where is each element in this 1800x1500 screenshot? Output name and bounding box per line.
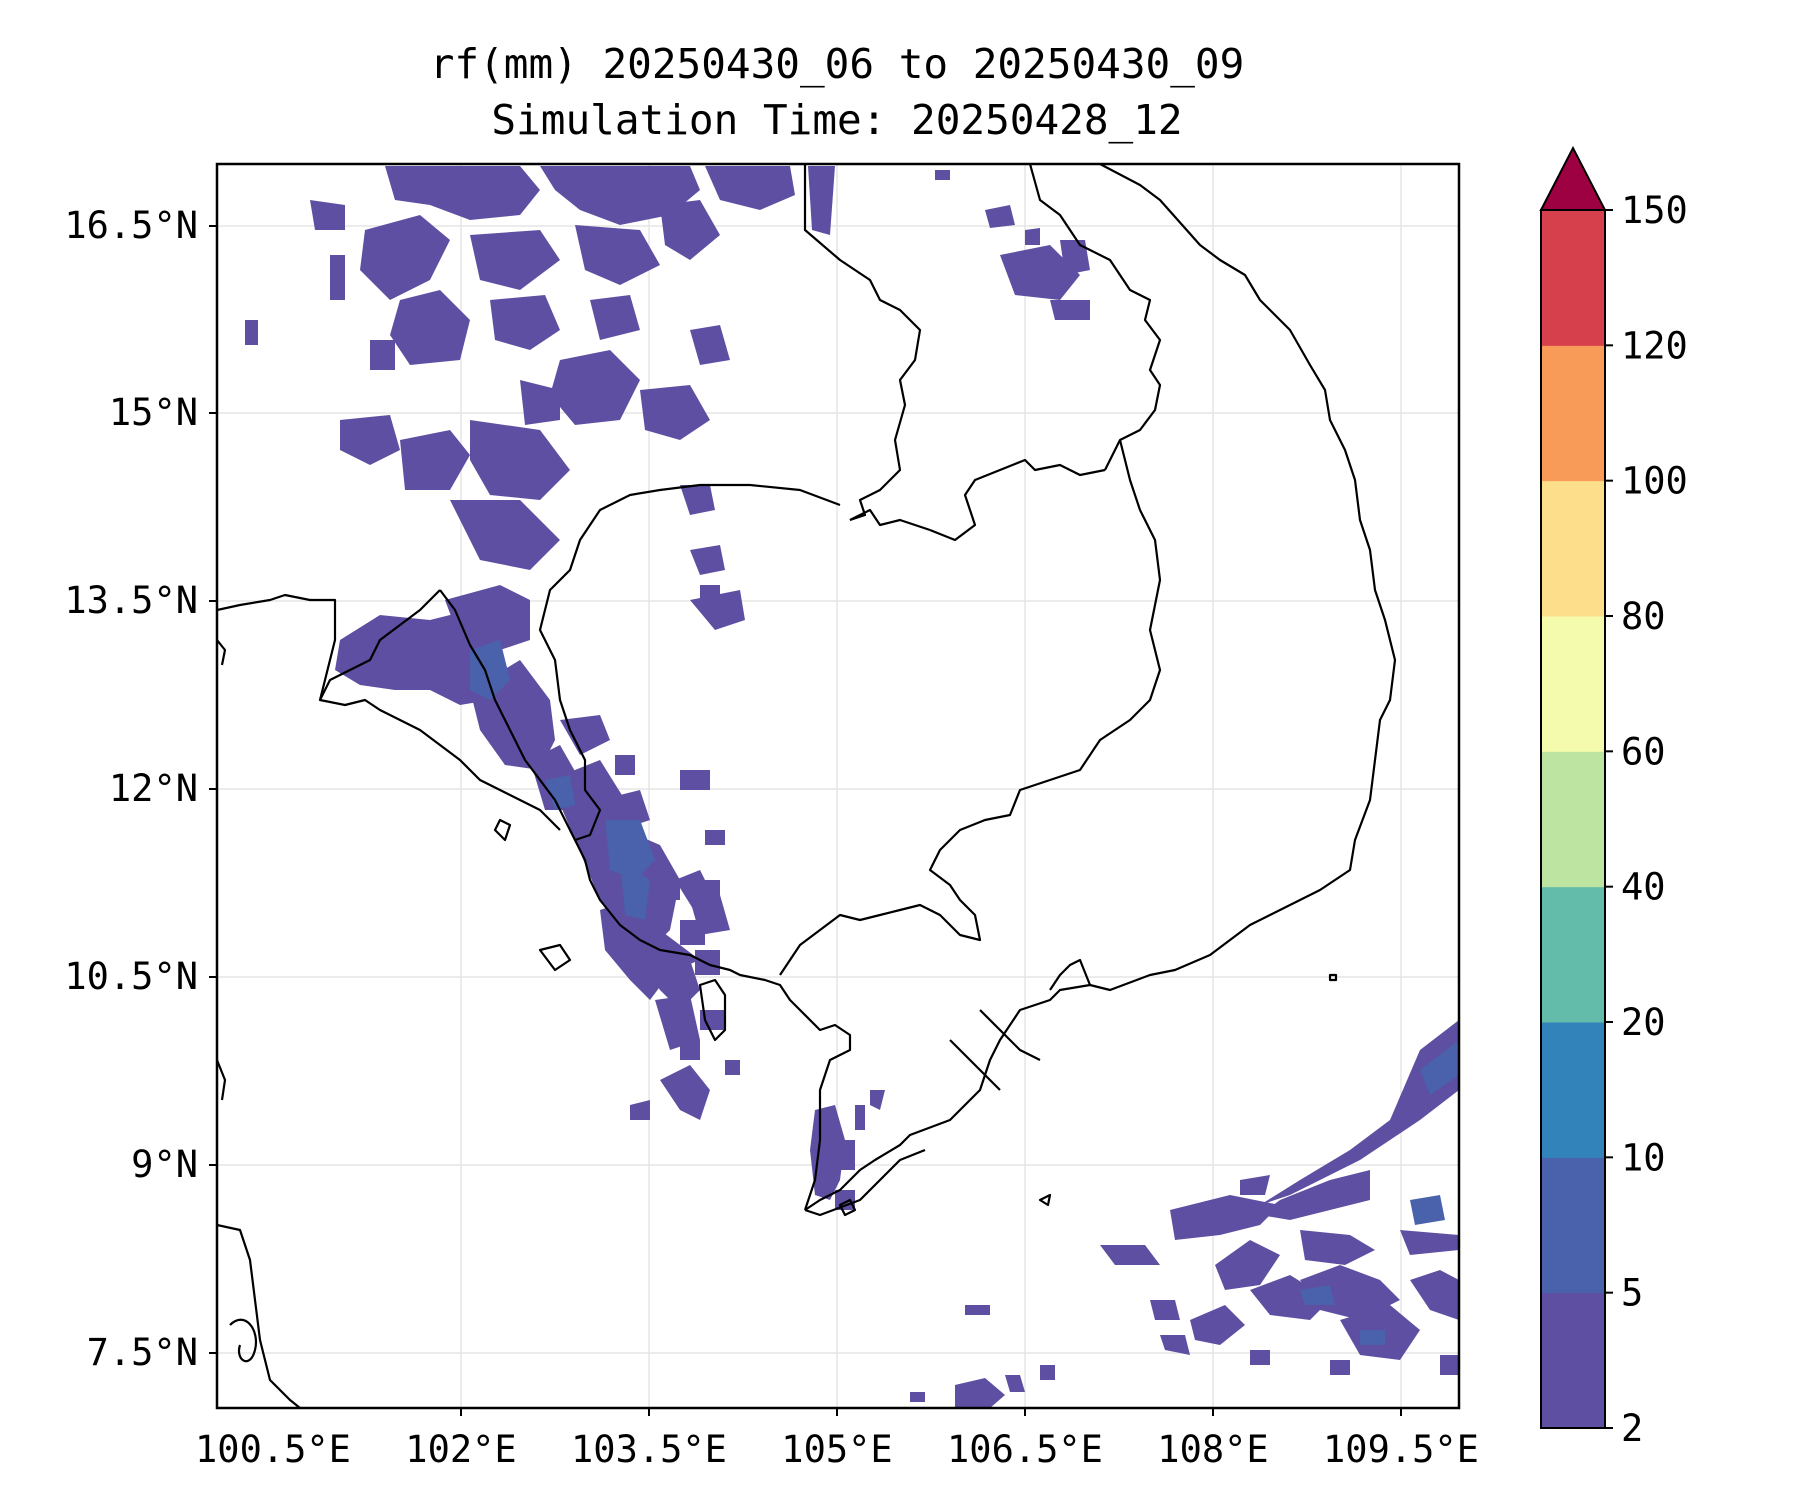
colorbar-tick-label: 120 [1621, 324, 1688, 367]
y-tick-label: 7.5°N [87, 1331, 198, 1374]
colorbar-extend-triangle [1539, 145, 1607, 211]
colorbar-segment [1541, 751, 1605, 888]
rain-region-southeast-heavier [1300, 1040, 1459, 1345]
colorbar: 2 5 10 20 40 60 80 100 120 150 [1539, 145, 1688, 1450]
rainfall-field [245, 166, 1459, 1408]
x-tick-label: 109.5°E [1323, 1428, 1479, 1471]
x-tick-label: 103.5°E [571, 1428, 727, 1471]
x-tick-label: 102°E [405, 1428, 516, 1471]
x-tick-label: 105°E [781, 1428, 892, 1471]
x-tick-label: 108°E [1157, 1428, 1268, 1471]
colorbar-segment [1541, 1157, 1605, 1294]
y-tick-label: 15°N [109, 391, 198, 434]
colorbar-segment [1541, 1292, 1605, 1429]
colorbar-tick-label: 5 [1621, 1272, 1643, 1315]
y-tick-label: 9°N [131, 1143, 198, 1186]
colorbar-segment [1541, 480, 1605, 617]
colorbar-tick-label: 60 [1621, 730, 1666, 773]
gridlines [217, 164, 1459, 1408]
colorbar-segment [1541, 1022, 1605, 1158]
rain-region-north [245, 166, 1090, 570]
rain-region-coast-heavier [470, 640, 655, 920]
colorbar-segment [1541, 886, 1605, 1023]
x-tick-label: 100.5°E [195, 1428, 351, 1471]
colorbar-tick-label: 40 [1621, 866, 1666, 909]
map-area [217, 164, 1459, 1408]
colorbar-segment [1541, 345, 1605, 482]
colorbar-tick-label: 10 [1621, 1136, 1666, 1179]
y-tick-label: 12°N [109, 767, 198, 810]
colorbar-tick-label: 80 [1621, 595, 1666, 638]
coastlines-borders [217, 164, 1397, 1408]
colorbar-tick-label: 150 [1621, 189, 1688, 232]
axis-ticks [209, 225, 1402, 1416]
colorbar-tick-label: 20 [1621, 1001, 1666, 1044]
x-tick-label: 106.5°E [947, 1428, 1103, 1471]
y-tick-label: 16.5°N [64, 204, 198, 247]
x-axis-labels: 100.5°E 102°E 103.5°E 105°E 106.5°E 108°… [195, 1428, 1479, 1471]
colorbar-segment [1541, 616, 1605, 752]
chart-subtitle: Simulation Time: 20250428_12 [491, 96, 1182, 144]
rain-region-gulf [810, 1090, 1055, 1408]
y-tick-label: 13.5°N [64, 579, 198, 622]
colorbar-tick-label: 2 [1621, 1407, 1643, 1450]
y-axis-labels: 16.5°N 15°N 13.5°N 12°N 10.5°N 9°N 7.5°N [64, 204, 198, 1374]
colorbar-tick-label: 100 [1621, 460, 1688, 503]
y-tick-label: 10.5°N [64, 955, 198, 998]
colorbar-segment [1541, 210, 1605, 346]
chart-title: rf(mm) 20250430_06 to 20250430_09 [430, 40, 1245, 88]
colorbar-frame [1540, 209, 1606, 1429]
